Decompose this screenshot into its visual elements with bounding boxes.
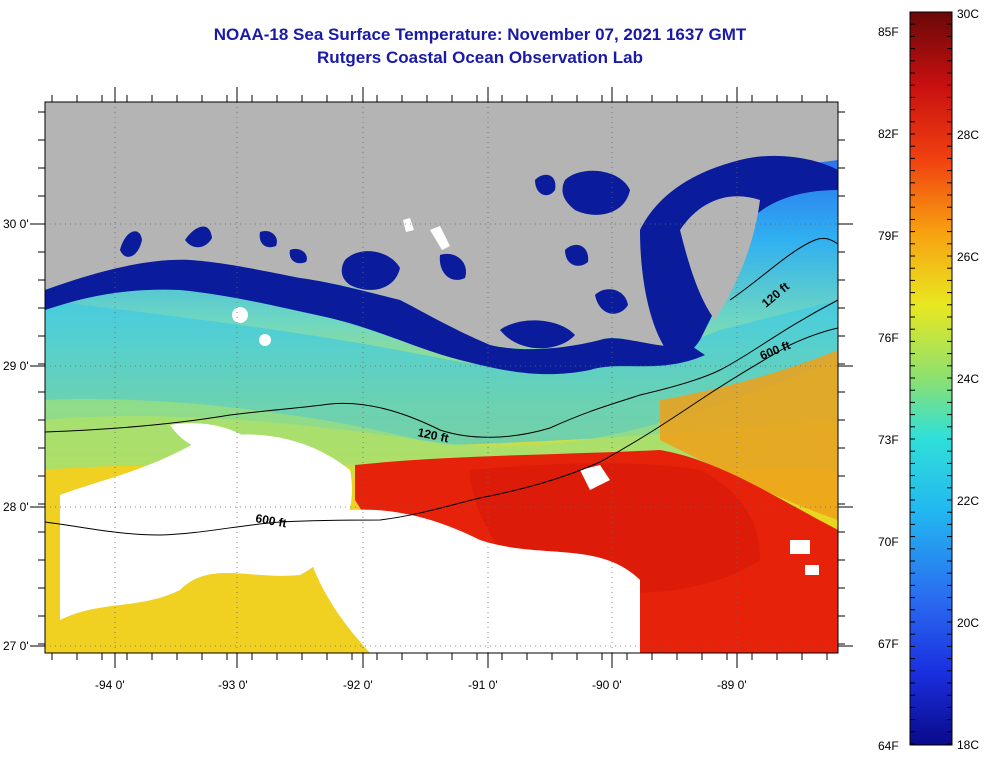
map-frame: [44, 101, 839, 654]
c-label: 22C: [957, 494, 979, 508]
colorbar-fahrenheit-labels: 85F 82F 79F 76F 73F 70F 67F 64F: [878, 25, 899, 753]
lat-label: 28 0': [3, 500, 29, 514]
f-label: 73F: [878, 433, 899, 447]
lat-label: 30 0': [3, 217, 29, 231]
lon-label: -89 0': [717, 678, 747, 692]
map-raster: [45, 102, 838, 653]
cloud-cover: [60, 307, 819, 653]
contour-label: 120 ft: [416, 425, 450, 445]
f-label: 64F: [878, 739, 899, 753]
c-label: 18C: [957, 738, 979, 752]
lon-label: -90 0': [592, 678, 622, 692]
lon-label: -94 0': [95, 678, 125, 692]
f-label: 76F: [878, 331, 899, 345]
inland-lakes: [120, 170, 630, 349]
contour-120ft: [45, 299, 838, 438]
land-mass: [45, 102, 838, 349]
contour-600ft: [45, 327, 838, 536]
f-label: 70F: [878, 535, 899, 549]
longitude-labels: -94 0' -93 0' -92 0' -91 0' -90 0' -89 0…: [95, 678, 747, 692]
f-label: 82F: [878, 127, 899, 141]
c-label: 26C: [957, 250, 979, 264]
lat-label: 29 0': [3, 359, 29, 373]
c-label: 30C: [957, 7, 979, 21]
c-label: 24C: [957, 372, 979, 386]
map-title: NOAA-18 Sea Surface Temperature: Novembe…: [213, 25, 747, 44]
contour-label: 600 ft: [254, 511, 287, 530]
lon-label: -93 0': [218, 678, 248, 692]
f-label: 85F: [878, 25, 899, 39]
temperature-colorbar: [909, 11, 953, 746]
c-label: 20C: [957, 616, 979, 630]
lon-label: -91 0': [468, 678, 498, 692]
latitude-labels: 30 0' 29 0' 28 0' 27 0': [3, 217, 29, 653]
coastal-cold-water: [45, 259, 705, 375]
lon-label: -92 0': [343, 678, 373, 692]
map-subtitle: Rutgers Coastal Ocean Observation Lab: [317, 48, 643, 67]
c-label: 28C: [957, 128, 979, 142]
axis-ticks: [30, 87, 853, 668]
f-label: 79F: [878, 229, 899, 243]
colorbar-celsius-labels: 30C 28C 26C 24C 22C 20C 18C: [957, 7, 979, 752]
f-label: 67F: [878, 637, 899, 651]
graticule: [45, 102, 838, 653]
lat-label: 27 0': [3, 639, 29, 653]
